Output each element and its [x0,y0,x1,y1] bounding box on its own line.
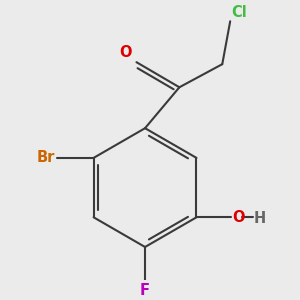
Text: O: O [119,45,132,60]
Text: O: O [232,210,244,225]
Text: Br: Br [37,150,55,165]
Text: F: F [140,283,150,298]
Text: H: H [254,211,266,226]
Text: Cl: Cl [232,5,247,20]
